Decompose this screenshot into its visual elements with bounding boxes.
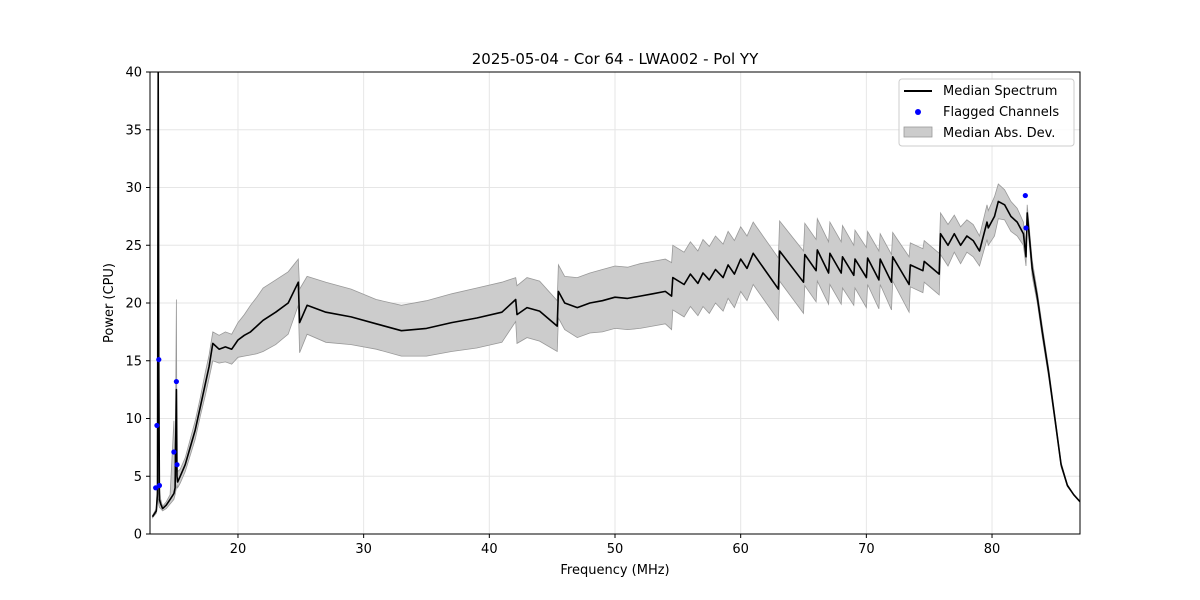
x-tick-label: 20 — [230, 542, 247, 557]
y-tick-label: 40 — [125, 66, 142, 81]
legend-flagged-label: Flagged Channels — [943, 105, 1059, 120]
y-tick-label: 10 — [125, 412, 142, 427]
x-axis-ticks: 20 30 40 50 60 70 80 — [230, 534, 1001, 557]
legend-median-label: Median Spectrum — [943, 84, 1057, 99]
flagged-channel-point — [154, 422, 160, 429]
legend-mad-label: Median Abs. Dev. — [943, 126, 1055, 141]
x-tick-label: 30 — [355, 542, 372, 557]
legend-box — [898, 78, 1075, 147]
x-axis-label: Frequency (MHz) — [560, 563, 669, 578]
y-tick-label: 20 — [125, 297, 142, 312]
x-tick-label: 80 — [984, 542, 1001, 557]
median-spectrum-line — [151, 72, 1080, 518]
x-tick-label: 40 — [481, 542, 498, 557]
y-tick-label: 35 — [125, 123, 142, 138]
y-tick-label: 30 — [125, 181, 142, 196]
y-axis-label: Power (CPU) — [102, 263, 117, 343]
flagged-channel-point — [156, 482, 163, 489]
flagged-channel-point — [171, 449, 177, 455]
y-tick-label: 5 — [134, 470, 142, 485]
legend: Median Spectrum Flagged Channels Median … — [898, 78, 1075, 147]
flagged-channel-point — [1023, 225, 1029, 231]
flagged-channel-point — [153, 485, 159, 491]
x-tick-label: 60 — [732, 542, 749, 557]
y-tick-label: 25 — [125, 239, 142, 254]
median-line-layer — [151, 72, 1080, 518]
legend-mad-swatch — [903, 126, 933, 138]
flagged-channel-point — [156, 356, 162, 363]
flagged-channel-point — [1022, 192, 1028, 199]
y-tick-label: 0 — [134, 528, 142, 543]
x-tick-label: 70 — [858, 542, 875, 557]
flagged-channel-point — [174, 462, 180, 468]
legend-flagged-swatch — [915, 109, 921, 115]
y-axis-ticks: 0 5 10 15 20 25 30 35 40 — [125, 66, 150, 543]
y-tick-label: 15 — [125, 354, 142, 369]
chart-title: 2025-05-04 - Cor 64 - LWA002 - Pol YY — [472, 50, 759, 68]
x-tick-label: 50 — [607, 542, 624, 557]
flagged-channel-point — [173, 378, 179, 385]
flagged-points-layer — [153, 192, 1029, 491]
